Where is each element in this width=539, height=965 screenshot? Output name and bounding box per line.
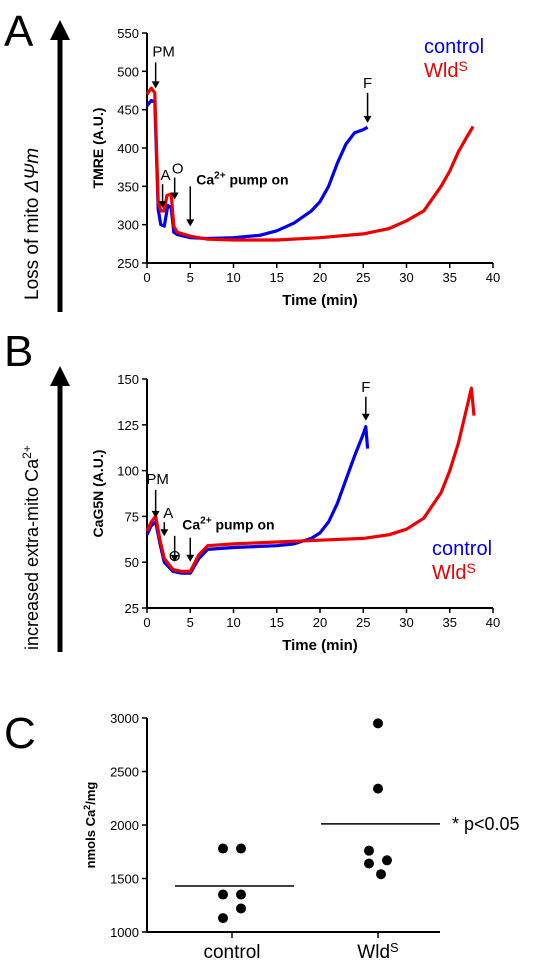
side-label-b: increased extra-mito Ca2+ [20,445,42,650]
annotation-arrowhead [160,529,169,537]
y-tick-label: 100 [117,464,139,479]
annotation-arrowhead [170,554,179,562]
data-point-wlds [373,783,383,794]
data-point-control [236,843,246,854]
annotation-arrowhead [186,554,195,562]
y-axis-label: nmols Ca2/mg [82,782,98,869]
chart-panel-c: 1000 1500 2000 2500 3000 control WldS nmols Ca2… [82,711,520,963]
y-tick-label: 150 [117,372,139,387]
side-label-a: Loss of mito ΔΨm [22,148,43,300]
x-tick-label: 5 [187,615,194,630]
data-point-control [218,889,228,900]
x-tick-label: 40 [486,615,500,630]
side-arrow-a [50,20,70,312]
side-arrow-b [50,366,70,652]
annotation-arrowhead [151,510,160,518]
legend-entry-control: control [424,36,484,58]
y-tick-label: 400 [117,141,139,156]
annotation-label: O [172,161,184,178]
data-point-control [236,889,246,900]
y-axis-label: CaG5N (A.U.) [90,450,106,538]
x-tick-label: 35 [443,615,457,630]
chart-panel-b: 25 50 75 100 125 150 0 5 10 15 20 25 30 35 40 Time (min… [90,372,500,654]
significance-label: * p<0.05 [452,814,520,834]
x-tick-label: 35 [443,270,457,285]
y-tick-label: 450 [117,103,139,118]
x-tick-label: 30 [399,615,413,630]
y-tick-label: 1500 [110,872,139,887]
annotation-label: Ca2+ pump on [196,170,288,187]
annotation-arrowhead [361,413,370,421]
y-tick-label: 250 [117,256,139,271]
annotation-arrowhead [151,81,160,89]
panel-letter-b: B [4,327,33,376]
annotation-arrowhead [158,201,167,209]
legend-entry-wlds: WldS [424,58,468,82]
data-point-wlds [382,855,392,866]
panel-letter-a: A [4,7,34,56]
x-tick-label: 20 [313,270,327,285]
annotation-label: O [169,548,181,565]
x-tick-label: 25 [356,270,370,285]
annotation-arrowhead [186,219,195,227]
annotation-label: PM [152,43,175,60]
x-tick-label: 0 [143,270,150,285]
series-line-wlds [145,386,476,573]
annotation-label: F [361,379,370,396]
y-tick-label: 500 [117,64,139,79]
data-point-wlds [373,718,383,729]
series-line-wlds [145,86,475,242]
y-tick-label: 350 [117,179,139,194]
x-tick-label: 10 [226,270,240,285]
chart-panel-a: 250 300 350 400 450 500 550 0 5 10 15 20 25 30 35 40 Tim… [90,26,500,309]
legend-entry-wlds: WldS [432,560,476,584]
x-tick-label: 15 [270,615,284,630]
data-point-control [218,843,228,854]
y-tick-label: 50 [125,555,139,570]
annotation-arrowhead [170,192,179,200]
y-tick-label: 300 [117,218,139,233]
y-axis-label: TMRE (A.U.) [90,108,106,189]
data-point-wlds [364,845,374,856]
x-tick-label: 30 [399,270,413,285]
x-tick-label: 10 [226,615,240,630]
legend-entry-control: control [432,538,492,560]
y-tick-label: 2000 [110,818,139,833]
annotation-label: A [161,167,171,184]
category-label-wlds: WldS [357,940,399,963]
annotation-label: PM [146,471,169,488]
x-axis-label: Time (min) [282,637,358,654]
y-tick-label: 1000 [110,925,139,940]
x-tick-label: 0 [143,615,150,630]
x-tick-label: 40 [486,270,500,285]
annotation-label: A [163,505,173,522]
y-tick-label: 3000 [110,711,139,726]
panel-letter-c: C [4,709,36,758]
x-axis-label: Time (min) [282,292,358,309]
category-label-control: control [203,942,260,963]
x-tick-label: 15 [270,270,284,285]
y-tick-label: 2500 [110,765,139,780]
data-point-wlds [364,858,374,869]
data-point-control [236,903,246,914]
annotation-label: F [363,75,372,92]
annotation-label: Ca2+ pump on [182,516,274,533]
annotation-arrowhead [363,115,372,123]
y-tick-label: 125 [117,418,139,433]
x-tick-label: 20 [313,615,327,630]
x-tick-label: 5 [187,270,194,285]
data-point-control [218,913,228,924]
y-tick-label: 25 [125,601,139,616]
y-tick-label: 75 [125,509,139,524]
data-point-wlds [376,869,386,880]
y-tick-label: 550 [117,26,139,41]
x-tick-label: 25 [356,615,370,630]
